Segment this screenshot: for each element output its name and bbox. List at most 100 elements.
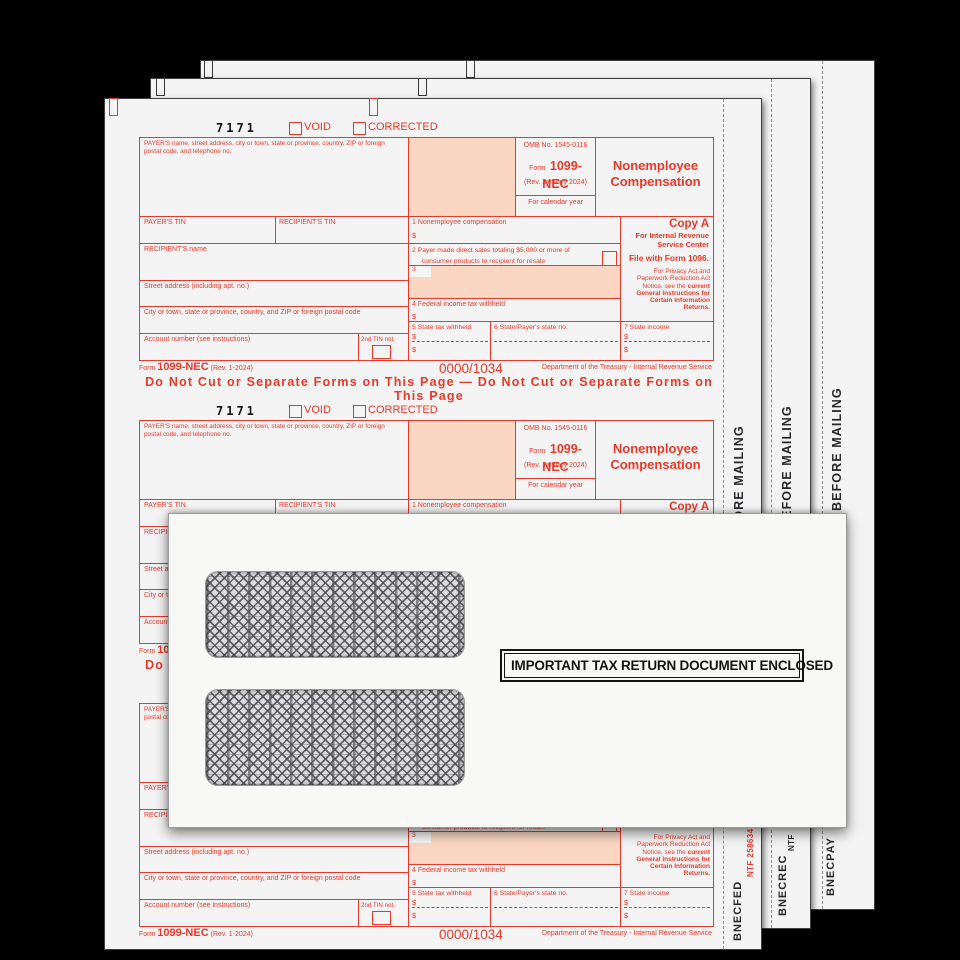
rule xyxy=(515,195,595,196)
recipients-name-label: RECIPIENT'S name xyxy=(144,246,207,253)
void-label: VOID xyxy=(304,404,331,416)
rule xyxy=(408,298,620,299)
rule xyxy=(408,265,620,266)
rule xyxy=(595,138,596,216)
alignment-notch xyxy=(204,60,213,78)
dashed-rule xyxy=(494,341,618,342)
rule xyxy=(515,421,516,499)
footer-form-number: 1099-NEC xyxy=(157,361,209,373)
title-line2: Compensation xyxy=(610,173,701,189)
box7-label: 7 State income xyxy=(624,890,670,897)
alignment-notch xyxy=(418,78,427,96)
alignment-notch xyxy=(369,98,378,116)
rule xyxy=(620,782,621,926)
privacy-line-part-bold: current xyxy=(687,282,710,290)
rule xyxy=(408,887,713,888)
do-not-cut-warning: Do Not Cut or Separate Forms on This Pag… xyxy=(145,375,713,403)
second-tin-checkbox xyxy=(372,911,391,925)
box4-label: 4 Federal income tax withheld xyxy=(412,867,505,874)
privacy-line: For Privacy Act and xyxy=(653,268,710,275)
dollar-sign: $ xyxy=(412,332,417,341)
dashed-rule xyxy=(412,907,488,908)
city-label: City or town, state or province, country… xyxy=(144,309,361,316)
perforation-line xyxy=(771,79,772,928)
box7-label: 7 State income xyxy=(624,324,670,331)
rule xyxy=(140,899,408,900)
dashed-rule xyxy=(412,341,488,342)
box2-line1: 2 Payer made direct sales totaling $5,00… xyxy=(412,247,570,254)
payer-name-label: PAYER'S name, street address, city or to… xyxy=(144,423,385,438)
rule xyxy=(140,216,713,217)
shaded-box-3 xyxy=(408,831,620,864)
dashed-rule xyxy=(624,341,710,342)
rule xyxy=(140,243,620,244)
irs-center-label: For Internal Revenue Service Center xyxy=(595,231,709,250)
tax-document-notice-text: IMPORTANT TAX RETURN DOCUMENT ENCLOSED xyxy=(504,653,833,678)
perforation-line xyxy=(822,61,823,909)
ntf-stock-number: NTF 2586347 xyxy=(746,823,755,877)
account-number-label: Account number (see instructions) xyxy=(144,902,251,909)
void-checkbox xyxy=(289,122,302,135)
irs-line2: Service Center xyxy=(657,240,709,250)
envelope-address-window-top xyxy=(205,571,465,658)
before-mailing-text: BEFORE MAILING xyxy=(830,387,844,511)
copy-a-label: Copy A xyxy=(669,218,709,230)
footer-form-word: Form xyxy=(139,931,156,938)
before-mailing-text: BEFORE MAILING xyxy=(780,405,794,529)
footer-form-word: Form xyxy=(139,648,156,655)
privacy-line-part: Notice, see the xyxy=(642,848,688,856)
form-code-row: 7171 VOID CORRECTED xyxy=(139,404,712,418)
account-number-label: Account number (see instructions) xyxy=(144,336,251,343)
corrected-checkbox xyxy=(353,405,366,418)
shaded-box-header xyxy=(408,138,515,216)
form-title: Nonemployee Compensation xyxy=(600,158,711,189)
copy-a-label: Copy A xyxy=(669,501,709,513)
omb-number: OMB No. 1545-0116 xyxy=(523,425,588,432)
dollar-sign: $ xyxy=(624,345,629,354)
privacy-line: General Instructions for xyxy=(636,855,710,863)
rule xyxy=(140,499,713,500)
form-print-code: 7171 xyxy=(216,404,257,418)
box1-label: 1 Nonemployee compensation xyxy=(412,502,507,509)
dollar-sign: $ xyxy=(412,312,417,321)
rule xyxy=(408,321,713,322)
form-word: Form xyxy=(529,448,546,455)
privacy-act-notice: For Privacy Act and Paperwork Reduction … xyxy=(612,268,710,312)
rule xyxy=(620,216,621,360)
rule xyxy=(408,138,409,360)
shaded-box-header xyxy=(408,421,515,499)
rev-date: (Rev. January 2024) xyxy=(524,462,587,469)
dollar-sign: $ xyxy=(412,231,417,240)
tax-document-notice-box: IMPORTANT TAX RETURN DOCUMENT ENCLOSED xyxy=(500,649,833,682)
alignment-notch xyxy=(466,60,475,78)
recipients-tin-label: RECIPIENT'S TIN xyxy=(279,502,336,509)
box2-checkbox xyxy=(602,251,617,266)
rule xyxy=(275,216,276,243)
rule xyxy=(408,864,620,865)
payer-name-label: PAYER'S name, street address, city or to… xyxy=(144,140,385,155)
box1-label: 1 Nonemployee compensation xyxy=(412,219,507,226)
second-tin-checkbox xyxy=(372,345,391,359)
form-slot-1: 7171 VOID CORRECTED xyxy=(139,121,719,377)
box6-label: 6 State/Payer's state no. xyxy=(494,890,568,897)
dollar-sign: $ xyxy=(412,345,417,354)
recipients-tin-label: RECIPIENT'S TIN xyxy=(279,219,336,226)
city-label: City or town, state or province, country… xyxy=(144,875,361,882)
form-title: Nonemployee Compensation xyxy=(600,441,711,472)
alignment-notch xyxy=(156,78,165,96)
shaded-box-3 xyxy=(408,265,620,298)
footer-form-number: 1099-NEC xyxy=(157,927,209,939)
box3-label: 3 xyxy=(412,832,416,839)
dashed-rule xyxy=(494,907,618,908)
footer-treasury-label: Department of the Treasury - Internal Re… xyxy=(541,364,712,371)
rule xyxy=(595,421,596,499)
footer-cat-code: 0000/1034 xyxy=(439,361,503,376)
privacy-line-part: Notice, see the xyxy=(642,282,688,290)
dollar-sign: $ xyxy=(412,878,417,887)
box3-chip xyxy=(409,266,431,277)
form-footer: Form 1099-NEC (Rev. 1-2024) 0000/1034 De… xyxy=(139,361,712,376)
footer-form-word: Form xyxy=(139,365,156,372)
box3-label: 3 xyxy=(412,266,416,273)
privacy-act-notice: For Privacy Act and Paperwork Reduction … xyxy=(612,834,710,878)
box4-label: 4 Federal income tax withheld xyxy=(412,301,505,308)
